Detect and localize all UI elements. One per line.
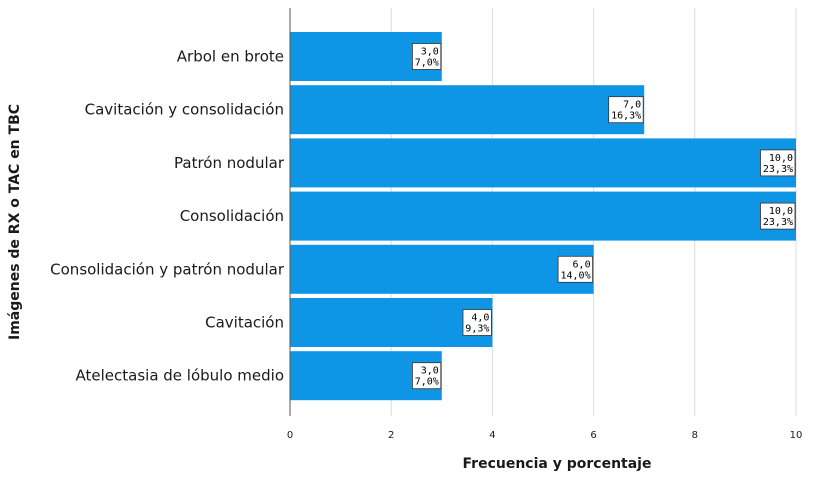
data-label-box xyxy=(608,96,644,124)
data-labels: 3,07,0%7,016,3%10,023,3%10,023,3%6,014,0… xyxy=(411,43,796,390)
category-label: Consolidación y patrón nodular xyxy=(50,260,285,278)
x-axis-title: Frecuencia y porcentaje xyxy=(463,456,652,472)
bar xyxy=(290,244,594,294)
data-label-percent: 23,3% xyxy=(763,164,793,175)
data-label-value: 6,0 xyxy=(573,259,591,270)
category-label: Atelectasia de lóbulo medio xyxy=(76,367,284,385)
y-axis-title: Imágenes de RX o TAC en TBC xyxy=(7,104,23,340)
x-tick-label: 2 xyxy=(388,430,394,441)
x-tick-label: 0 xyxy=(287,430,293,441)
x-tick-label: 8 xyxy=(692,430,698,441)
data-label-percent: 9,3% xyxy=(465,324,489,335)
data-label-percent: 7,0% xyxy=(415,58,439,69)
bar xyxy=(290,191,796,241)
category-labels: Arbol en brote Cavitación y consolidación… xyxy=(50,48,285,385)
bar xyxy=(290,298,493,347)
x-tick-labels: 0 2 4 6 8 10 xyxy=(287,430,803,441)
x-tick-label: 4 xyxy=(489,430,495,441)
x-tick-label: 6 xyxy=(590,430,596,441)
x-tick-label: 10 xyxy=(790,430,803,441)
category-label: Cavitación xyxy=(205,314,284,332)
data-label-box xyxy=(411,43,442,70)
data-label-value: 4,0 xyxy=(471,313,489,324)
data-label-value: 3,0 xyxy=(421,366,439,377)
bar xyxy=(290,85,645,135)
data-label-percent: 7,0% xyxy=(415,377,439,388)
data-label-box xyxy=(760,202,796,230)
data-label-percent: 23,3% xyxy=(763,217,793,228)
category-label: Consolidación xyxy=(180,207,284,225)
bars xyxy=(290,32,796,401)
data-label-value: 7,0 xyxy=(623,100,641,111)
data-label-box xyxy=(760,149,796,177)
data-label-box xyxy=(411,362,442,390)
category-label: Patrón nodular xyxy=(174,154,285,172)
data-label-box xyxy=(557,255,593,283)
bar xyxy=(290,138,796,188)
data-label-percent: 16,3% xyxy=(611,111,641,122)
category-label: Cavitación y consolidación xyxy=(85,101,284,119)
data-label-value: 10,0 xyxy=(769,206,793,217)
category-label: Arbol en brote xyxy=(177,48,284,66)
data-label-value: 10,0 xyxy=(769,153,793,164)
data-label-value: 3,0 xyxy=(421,47,439,58)
data-label-box xyxy=(462,309,492,336)
data-label-percent: 14,0% xyxy=(560,270,590,281)
